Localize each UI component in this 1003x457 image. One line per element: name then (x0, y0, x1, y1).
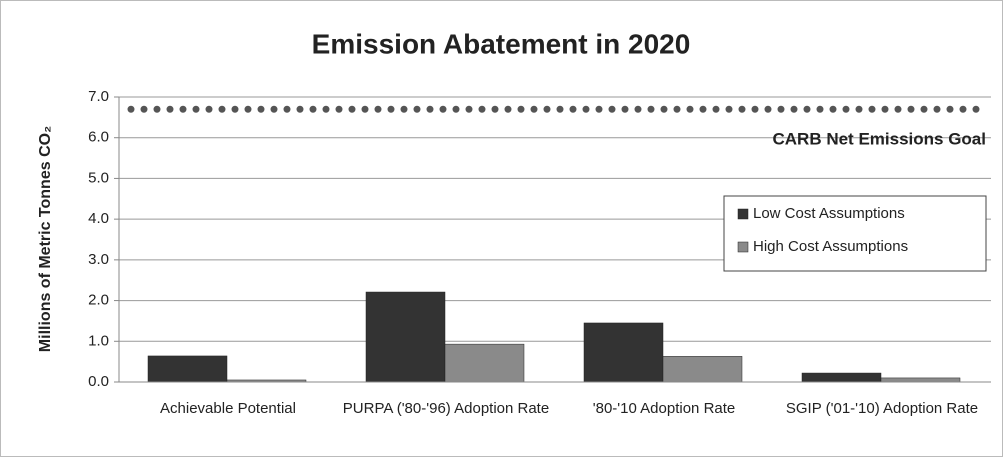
bar (801, 372, 882, 383)
y-tick-label: 0.0 (88, 373, 109, 390)
y-tick-label: 2.0 (88, 292, 109, 309)
y-tick-label: 7.0 (88, 88, 109, 105)
legend-label: Low Cost Assumptions (753, 205, 905, 222)
y-tick-label: 5.0 (88, 169, 109, 186)
bar (365, 291, 446, 383)
y-tick-label: 3.0 (88, 251, 109, 268)
legend-label: High Cost Assumptions (753, 238, 908, 255)
goal-label: CARB Net Emissions Goal (773, 130, 987, 149)
chart-title: Emission Abatement in 2020 (312, 28, 691, 59)
x-tick-label: PURPA ('80-'96) Adoption Rate (342, 400, 550, 417)
x-tick-label: '80-'10 Adoption Rate (592, 400, 736, 417)
y-tick-label: 1.0 (88, 332, 109, 349)
y-tick-label: 4.0 (88, 210, 109, 227)
bar (583, 322, 664, 383)
bar (147, 355, 228, 383)
legend-box (723, 195, 987, 272)
bar (662, 356, 743, 383)
legend-swatch (737, 241, 749, 253)
bar (444, 343, 525, 383)
bar (880, 377, 961, 383)
y-tick-label: 6.0 (88, 129, 109, 146)
x-tick-label: SGIP ('01-'10) Adoption Rate (785, 400, 979, 417)
x-tick-label: Achievable Potential (160, 400, 296, 417)
y-axis-label: Millions of Metric Tonnes CO₂ (37, 126, 54, 352)
legend-swatch (737, 208, 749, 220)
